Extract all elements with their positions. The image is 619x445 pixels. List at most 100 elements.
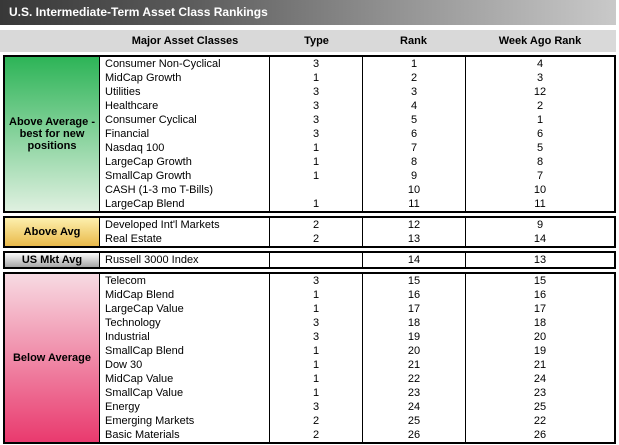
cell-type: 2 [270,414,363,428]
cell-week: 22 [533,415,547,427]
cell-rank: 17 [363,302,466,316]
cell-type: 1 [270,141,363,155]
cell-asset: Real Estate [100,232,270,246]
cell-type: 3 [270,127,363,141]
cell-week: 25 [533,401,547,413]
cell-rank: 18 [363,316,466,330]
cell-rank: 3 [363,85,466,99]
section-rows: Developed Int'l Markets 2 12 9 Real Estate 2 1… [100,218,614,246]
cell-rank: 14 [363,253,466,267]
cell-type: 2 [270,428,363,442]
col-header-rank: Rank [400,35,427,47]
cell-asset: Telecom [100,274,270,288]
cell-type: 1 [270,358,363,372]
table-row: Healthcare 3 4 2 [100,99,614,113]
cell-week: 17 [533,303,547,315]
cell-rank: 13 [363,232,466,246]
cell-asset: Healthcare [100,99,270,113]
cell-asset: SmallCap Growth [100,169,270,183]
section-rows: Consumer Non-Cyclical 3 1 4 MidCap Growth 1 2 3… [100,57,614,211]
table-row: Russell 3000 Index 14 13 [100,253,614,267]
table-row: Energy 3 24 25 [100,400,614,414]
table-row: CASH (1-3 mo T-Bills) 10 10 [100,183,614,197]
cell-asset: Developed Int'l Markets [100,218,270,232]
cell-rank: 24 [363,400,466,414]
table-row: Nasdaq 100 1 7 5 [100,141,614,155]
cell-type: 3 [270,316,363,330]
cell-week: 14 [533,233,547,245]
table-row: Technology 3 18 18 [100,316,614,330]
cell-rank: 5 [363,113,466,127]
cell-rank: 23 [363,386,466,400]
cell-week: 20 [533,331,547,343]
col-header-major-asset-classes: Major Asset Classes [131,35,239,47]
cell-asset: Nasdaq 100 [100,141,270,155]
table-row: LargeCap Blend 1 11 11 [100,197,614,211]
section-above-average-best: Above Average - best for new positions Co… [3,55,616,213]
section-label-above-avg: Above Avg [5,218,100,246]
table-row: Utilities 3 3 12 [100,85,614,99]
cell-week: 5 [536,142,544,154]
section-rows: Telecom 3 15 15 MidCap Blend 1 16 16 LargeCap Va… [100,274,614,442]
cell-week: 3 [536,72,544,84]
table-row: SmallCap Value 1 23 23 [100,386,614,400]
cell-asset: Consumer Cyclical [100,113,270,127]
col-header-type: Type [304,35,329,47]
cell-type: 3 [270,400,363,414]
cell-week: 15 [533,275,547,287]
table-row: LargeCap Growth 1 8 8 [100,155,614,169]
cell-asset: Consumer Non-Cyclical [100,57,270,71]
cell-asset: MidCap Value [100,372,270,386]
cell-week: 21 [533,359,547,371]
cell-type: 1 [270,386,363,400]
cell-rank: 25 [363,414,466,428]
cell-week: 1 [536,114,544,126]
cell-week: 12 [533,86,547,98]
rankings-table-body: Above Average - best for new positions Co… [3,55,616,445]
cell-week: 23 [533,387,547,399]
table-row: Consumer Cyclical 3 5 1 [100,113,614,127]
col-header-week-ago-rank: Week Ago Rank [498,35,582,47]
cell-rank: 20 [363,344,466,358]
table-row: Real Estate 2 13 14 [100,232,614,246]
cell-type: 3 [270,85,363,99]
section-us-mkt-avg: US Mkt Avg Russell 3000 Index 14 13 [3,251,616,269]
cell-week: 13 [533,254,547,266]
section-above-avg: Above Avg Developed Int'l Markets 2 12 9 Real… [3,216,616,248]
cell-type: 1 [270,372,363,386]
cell-type: 1 [270,71,363,85]
cell-asset: LargeCap Blend [100,197,270,211]
table-row: Financial 3 6 6 [100,127,614,141]
cell-week: 19 [533,345,547,357]
section-below-average: Below Average Telecom 3 15 15 MidCap Blend 1 16… [3,272,616,444]
cell-week: 16 [533,289,547,301]
cell-rank: 1 [363,57,466,71]
cell-asset: Dow 30 [100,358,270,372]
cell-type: 3 [270,99,363,113]
cell-type: 3 [270,113,363,127]
cell-asset: MidCap Blend [100,288,270,302]
table-row: Basic Materials 2 26 26 [100,428,614,442]
cell-asset: Technology [100,316,270,330]
cell-week: 9 [536,219,544,231]
table-row: Industrial 3 19 20 [100,330,614,344]
cell-asset: Emerging Markets [100,414,270,428]
cell-week: 24 [533,373,547,385]
cell-asset: Financial [100,127,270,141]
cell-week: 18 [533,317,547,329]
cell-asset: LargeCap Value [100,302,270,316]
cell-rank: 9 [363,169,466,183]
table-header-row: Major Asset Classes Type Rank Week Ago R… [0,30,616,52]
cell-type: 3 [270,274,363,288]
cell-week: 8 [536,156,544,168]
cell-type: 1 [270,169,363,183]
cell-type: 2 [270,232,363,246]
report-title: U.S. Intermediate-Term Asset Class Ranki… [0,0,616,25]
cell-rank: 7 [363,141,466,155]
cell-rank: 26 [363,428,466,442]
cell-type: 3 [270,57,363,71]
cell-type: 2 [270,218,363,232]
table-row: MidCap Blend 1 16 16 [100,288,614,302]
cell-type: 1 [270,288,363,302]
